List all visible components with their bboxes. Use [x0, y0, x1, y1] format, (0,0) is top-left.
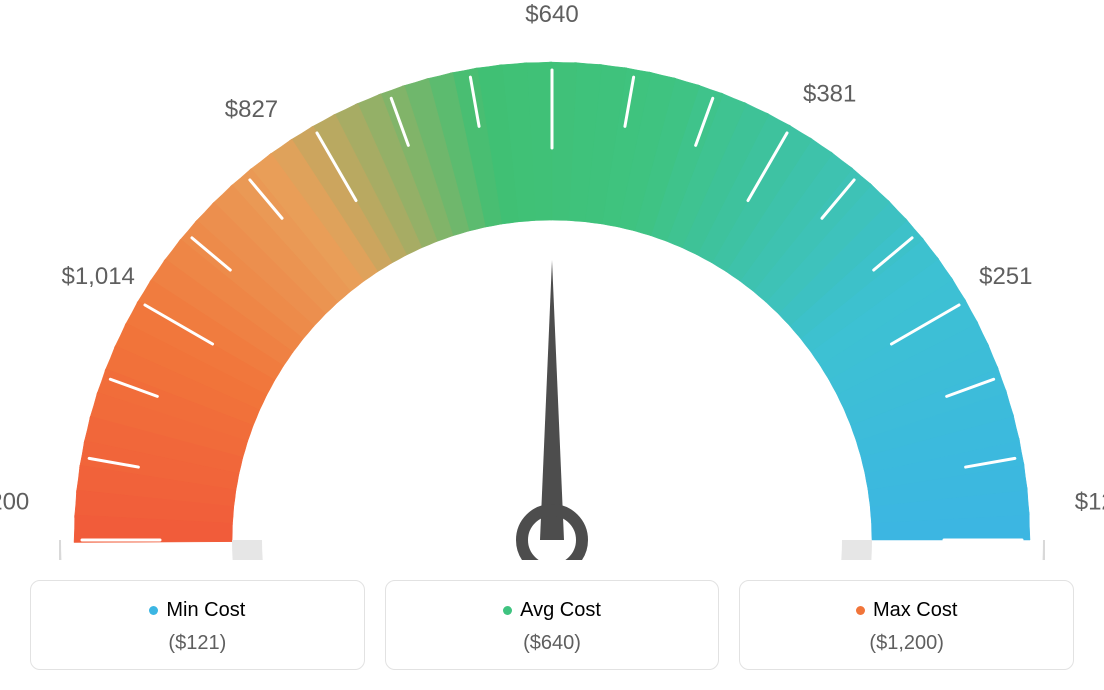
avg-cost-label-text: Avg Cost: [520, 599, 601, 622]
avg-cost-label: Avg Cost: [503, 599, 601, 622]
gauge-tick-label: $1,014: [61, 263, 134, 290]
max-cost-card: Max Cost ($1,200): [739, 580, 1074, 670]
cost-cards-row: Min Cost ($121) Avg Cost ($640) Max Cost…: [0, 580, 1104, 670]
gauge-tick-label: $121: [1075, 488, 1104, 515]
gauge-tick-label: $381: [803, 81, 856, 108]
gauge-needle: [540, 260, 564, 540]
avg-cost-value: ($640): [396, 632, 709, 655]
min-cost-value: ($121): [41, 632, 354, 655]
gauge-tick-label: $1,200: [0, 488, 29, 515]
gauge-tick-label: $251: [979, 263, 1032, 290]
max-cost-dot: [856, 606, 865, 615]
avg-cost-dot: [503, 606, 512, 615]
gauge-svg: $121 $251 $381 $640 $827 $1,014 $1,200: [0, 0, 1104, 560]
max-cost-value: ($1,200): [750, 632, 1063, 655]
min-cost-label-text: Min Cost: [166, 599, 245, 622]
gauge-tick-label: $640: [525, 1, 578, 28]
gauge-tick-label: $827: [225, 96, 278, 123]
avg-cost-card: Avg Cost ($640): [385, 580, 720, 670]
max-cost-label-text: Max Cost: [873, 599, 957, 622]
min-cost-dot: [149, 606, 158, 615]
gauge-chart: $121 $251 $381 $640 $827 $1,014 $1,200: [0, 0, 1104, 560]
max-cost-label: Max Cost: [856, 599, 957, 622]
min-cost-label: Min Cost: [149, 599, 245, 622]
min-cost-card: Min Cost ($121): [30, 580, 365, 670]
